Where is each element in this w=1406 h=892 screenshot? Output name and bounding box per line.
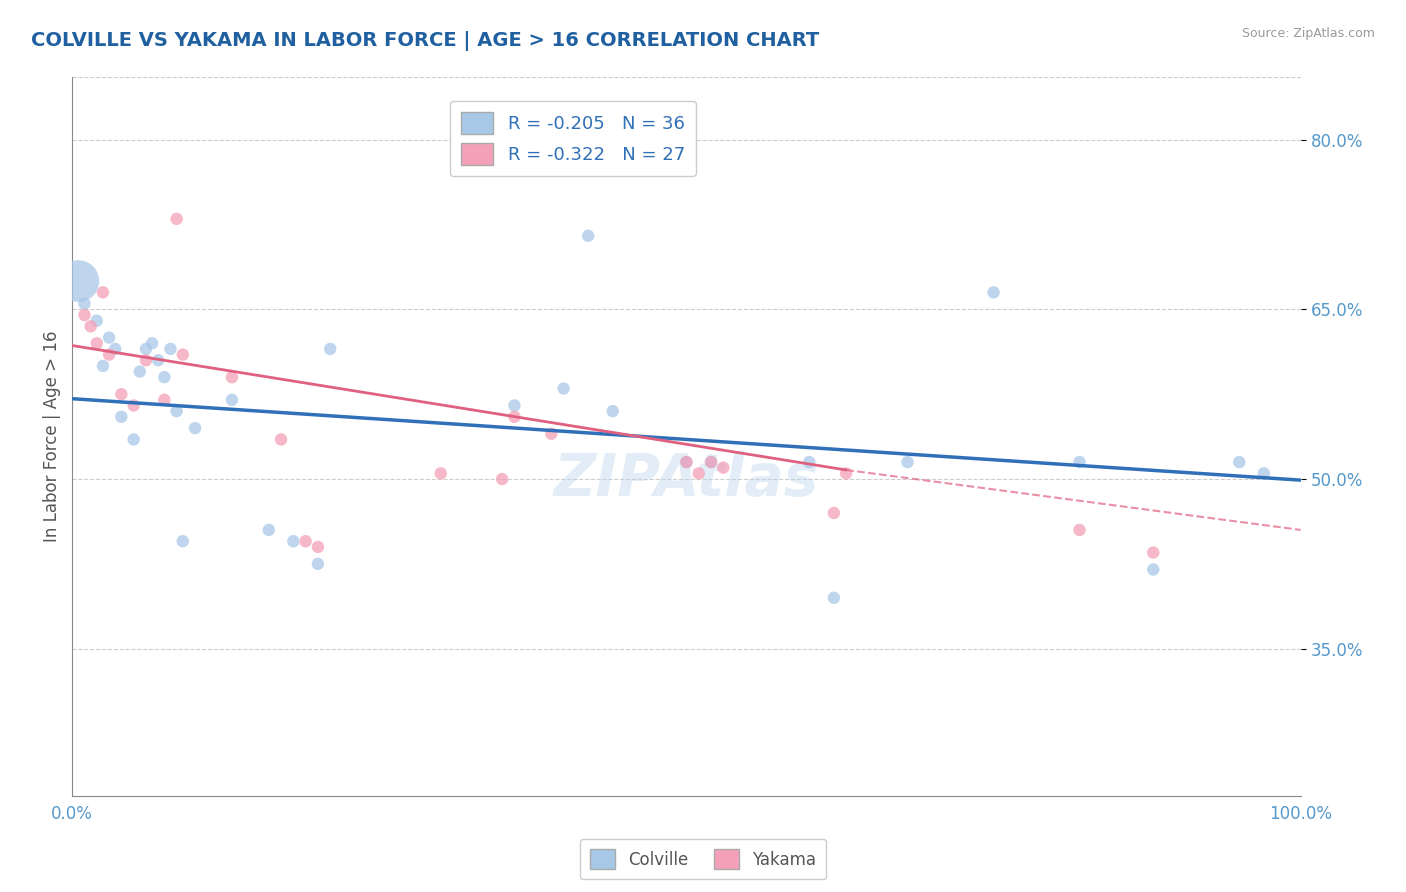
- Point: [283, 534, 305, 549]
- Point: [540, 426, 562, 441]
- Text: Source: ZipAtlas.com: Source: ZipAtlas.com: [1241, 27, 1375, 40]
- Point: [104, 342, 127, 356]
- Point: [172, 348, 194, 362]
- Point: [491, 472, 513, 486]
- Y-axis label: In Labor Force | Age > 16: In Labor Force | Age > 16: [44, 331, 60, 542]
- Point: [128, 365, 150, 379]
- Point: [98, 330, 121, 344]
- Point: [1142, 562, 1164, 576]
- Legend: R = -0.205   N = 36, R = -0.322   N = 27: R = -0.205 N = 36, R = -0.322 N = 27: [450, 101, 696, 176]
- Legend: Colville, Yakama: Colville, Yakama: [581, 838, 825, 880]
- Point: [503, 399, 526, 413]
- Point: [91, 359, 114, 373]
- Point: [553, 382, 575, 396]
- Point: [1253, 467, 1275, 481]
- Point: [73, 296, 96, 310]
- Point: [135, 353, 157, 368]
- Point: [983, 285, 1005, 300]
- Text: ZIPAtlas: ZIPAtlas: [554, 451, 820, 508]
- Point: [688, 467, 710, 481]
- Point: [700, 455, 723, 469]
- Point: [91, 285, 114, 300]
- Point: [1227, 455, 1250, 469]
- Point: [675, 455, 697, 469]
- Point: [675, 455, 697, 469]
- Point: [86, 313, 108, 327]
- Point: [159, 342, 181, 356]
- Point: [294, 534, 316, 549]
- Point: [503, 409, 526, 424]
- Point: [700, 455, 723, 469]
- Point: [153, 392, 176, 407]
- Point: [1069, 523, 1091, 537]
- Point: [141, 336, 163, 351]
- Point: [835, 467, 858, 481]
- Point: [166, 404, 188, 418]
- Point: [221, 370, 243, 384]
- Point: [307, 557, 329, 571]
- Point: [98, 348, 121, 362]
- Point: [711, 460, 734, 475]
- Point: [172, 534, 194, 549]
- Point: [153, 370, 176, 384]
- Point: [73, 308, 96, 322]
- Point: [257, 523, 280, 537]
- Point: [122, 399, 145, 413]
- Point: [823, 506, 845, 520]
- Point: [221, 392, 243, 407]
- Point: [86, 336, 108, 351]
- Point: [184, 421, 207, 435]
- Text: COLVILLE VS YAKAMA IN LABOR FORCE | AGE > 16 CORRELATION CHART: COLVILLE VS YAKAMA IN LABOR FORCE | AGE …: [31, 31, 820, 51]
- Point: [110, 387, 132, 401]
- Point: [1069, 455, 1091, 469]
- Point: [67, 274, 90, 288]
- Point: [166, 211, 188, 226]
- Point: [122, 433, 145, 447]
- Point: [148, 353, 170, 368]
- Point: [896, 455, 918, 469]
- Point: [319, 342, 342, 356]
- Point: [110, 409, 132, 424]
- Point: [576, 228, 599, 243]
- Point: [602, 404, 624, 418]
- Point: [270, 433, 292, 447]
- Point: [823, 591, 845, 605]
- Point: [307, 540, 329, 554]
- Point: [429, 467, 451, 481]
- Point: [135, 342, 157, 356]
- Point: [1142, 545, 1164, 559]
- Point: [799, 455, 821, 469]
- Point: [79, 319, 101, 334]
